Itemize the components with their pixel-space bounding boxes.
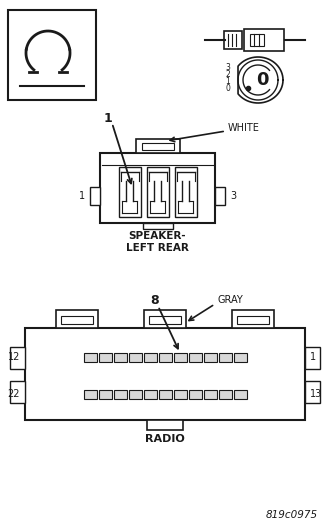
Bar [204, 353, 216, 362]
Bar [204, 390, 216, 399]
Bar [224, 31, 242, 49]
Text: 1: 1 [310, 353, 316, 362]
Bar [10, 381, 25, 403]
Text: GRAY: GRAY [218, 295, 244, 305]
Bar [83, 353, 96, 362]
Bar [215, 187, 225, 205]
Bar [114, 353, 126, 362]
Bar [114, 390, 126, 399]
Bar [149, 316, 181, 324]
Bar [188, 353, 202, 362]
Bar [8, 10, 96, 100]
Bar [218, 390, 232, 399]
Bar [305, 381, 320, 403]
Text: 8: 8 [151, 294, 159, 306]
Bar [147, 167, 169, 218]
Text: 1: 1 [104, 111, 113, 125]
Bar [144, 353, 156, 362]
Bar [83, 390, 96, 399]
Text: 0: 0 [256, 71, 268, 89]
Bar [234, 390, 247, 399]
Bar [25, 328, 305, 420]
Bar [142, 143, 174, 150]
Bar [158, 390, 172, 399]
Bar [174, 353, 186, 362]
Bar [98, 353, 112, 362]
Bar [100, 153, 215, 223]
Bar [174, 390, 186, 399]
Bar [98, 390, 112, 399]
Bar [188, 390, 202, 399]
Text: 12: 12 [8, 353, 20, 362]
Text: 3: 3 [230, 191, 236, 201]
Bar [56, 310, 98, 328]
Bar [232, 310, 274, 328]
Bar [144, 310, 186, 328]
Bar [128, 390, 142, 399]
Text: 819c0975: 819c0975 [266, 510, 318, 520]
Text: 3: 3 [226, 63, 230, 72]
Bar [144, 390, 156, 399]
Text: 0: 0 [226, 84, 230, 93]
Bar [90, 187, 100, 205]
Bar [136, 139, 180, 153]
Text: SPEAKER-
LEFT REAR: SPEAKER- LEFT REAR [126, 231, 189, 252]
Bar [147, 420, 183, 430]
Text: WHITE: WHITE [228, 123, 260, 133]
Bar [175, 167, 196, 218]
Text: RADIO: RADIO [145, 434, 185, 444]
Bar [237, 316, 269, 324]
Bar [128, 353, 142, 362]
Text: 1: 1 [79, 191, 85, 201]
Bar [158, 353, 172, 362]
Text: 1: 1 [226, 77, 230, 86]
Text: 13: 13 [310, 389, 322, 399]
Bar [61, 316, 93, 324]
Bar [244, 29, 284, 51]
Bar [143, 223, 173, 229]
Bar [10, 347, 25, 369]
Bar [218, 353, 232, 362]
Text: 22: 22 [8, 389, 20, 399]
Bar [234, 353, 247, 362]
Text: 2: 2 [226, 70, 230, 79]
Bar [118, 167, 141, 218]
Bar [250, 34, 264, 46]
Bar [305, 347, 320, 369]
